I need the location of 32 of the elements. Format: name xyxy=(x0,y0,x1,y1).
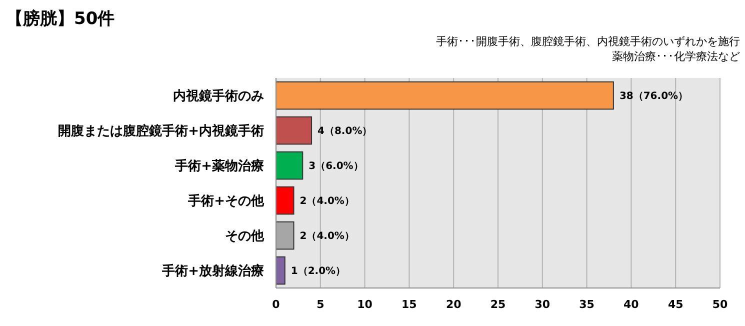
data-label: 3（6.0%） xyxy=(308,161,364,172)
y-tick-label: その他 xyxy=(225,229,265,244)
bar xyxy=(276,151,304,180)
x-tick-label: 40 xyxy=(624,298,640,311)
y-tick-label: 手術+その他 xyxy=(187,193,265,210)
bar xyxy=(276,221,294,250)
x-tick-label: 25 xyxy=(490,298,506,311)
x-tick-label: 10 xyxy=(357,298,373,311)
data-label: 2（4.0%） xyxy=(300,196,354,207)
x-tick-label: 0 xyxy=(272,298,280,311)
y-tick-label: 開腹または腹腔鏡手術+内視鏡手術 xyxy=(58,123,264,140)
x-tick-label: 20 xyxy=(446,298,462,311)
x-tick-label: 30 xyxy=(534,298,550,311)
data-label: 4（8.0%） xyxy=(318,126,372,137)
bar xyxy=(276,81,614,110)
data-label: 1（2.0%） xyxy=(290,266,346,277)
bar xyxy=(276,116,312,145)
bar xyxy=(276,256,286,285)
x-tick-label: 15 xyxy=(402,298,417,311)
text: 手術･･･開腹手術、腹腔鏡手術、内視鏡手術のいずれかを施行 xyxy=(436,35,740,48)
x-tick-label: 5 xyxy=(316,298,324,311)
y-tick-label: 内視鏡手術のみ xyxy=(173,88,264,104)
text: 【膀胱】50件 xyxy=(6,9,115,29)
data-label: 38（76.0%） xyxy=(619,91,688,102)
data-label: 2（4.0%） xyxy=(300,231,354,242)
bar xyxy=(276,186,294,215)
y-tick-label: 手術+薬物治療 xyxy=(174,158,264,174)
text: 薬物治療･･･化学療法など xyxy=(612,50,740,63)
x-tick-label: 45 xyxy=(668,298,684,311)
x-tick-label: 35 xyxy=(579,298,594,311)
y-tick-label: 手術+放射線治療 xyxy=(161,263,264,280)
x-tick-label: 50 xyxy=(712,298,728,311)
